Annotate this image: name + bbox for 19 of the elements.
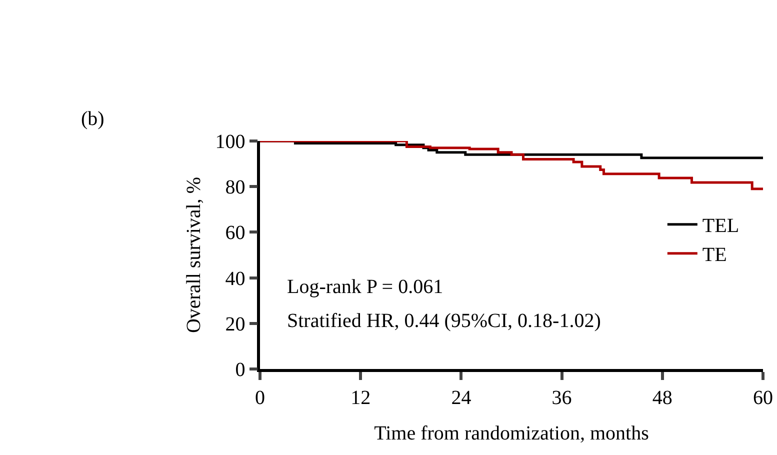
x-tick-label: 12 xyxy=(350,386,371,409)
y-tick-label: 60 xyxy=(225,222,246,244)
y-axis-title: Overall survival, % xyxy=(182,176,205,334)
x-axis-title: Time from randomization, months xyxy=(374,422,650,444)
y-tick-label: 40 xyxy=(225,268,246,290)
annotation: Log-rank P = 0.061 xyxy=(287,276,444,298)
text: (b) xyxy=(81,108,104,130)
y-tick-label: 80 xyxy=(225,176,246,199)
x-tick-label: 60 xyxy=(753,386,773,409)
x-tick-label: 0 xyxy=(255,386,265,409)
y-tick-label: 100 xyxy=(215,131,246,153)
legend-label: TE xyxy=(702,244,727,266)
y-tick-label: 0 xyxy=(235,359,246,381)
x-tick-label: 36 xyxy=(552,386,572,409)
y-tick-label: 20 xyxy=(225,313,246,336)
legend-label: TEL xyxy=(702,215,740,238)
x-tick-label: 48 xyxy=(652,386,672,409)
annotation: Stratified HR, 0.44 (95%CI, 0.18-1.02) xyxy=(287,310,601,332)
x-tick-label: 24 xyxy=(451,386,472,409)
